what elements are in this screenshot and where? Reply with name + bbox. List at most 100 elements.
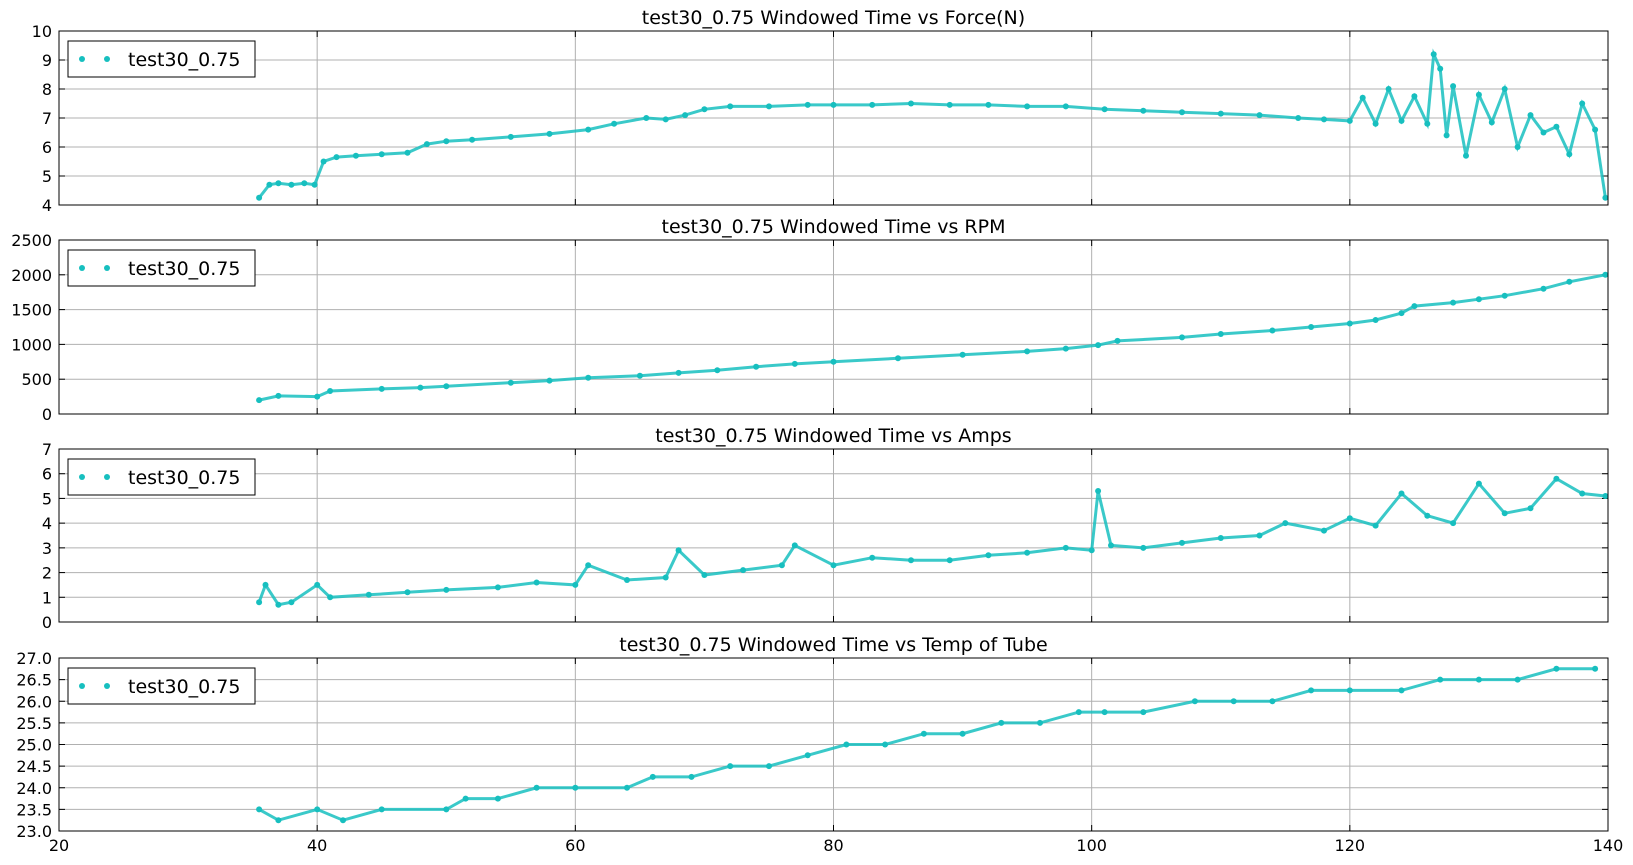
- data-point: [1566, 151, 1573, 158]
- data-point: [1411, 303, 1418, 310]
- data-point: [1475, 296, 1482, 303]
- data-point: [1592, 665, 1599, 672]
- data-point: [895, 355, 901, 362]
- data-point: [1308, 324, 1315, 330]
- data-point: [469, 136, 476, 143]
- data-point: [1295, 115, 1302, 121]
- data-point: [830, 101, 837, 108]
- x-tick-label: 80: [823, 836, 843, 855]
- data-point: [1095, 488, 1102, 494]
- data-point: [1553, 475, 1560, 482]
- y-tick-label: 500: [21, 370, 52, 389]
- y-tick-label: 25.0: [16, 736, 52, 755]
- legend-marker: [79, 474, 85, 480]
- data-point: [1501, 86, 1508, 92]
- x-tick-label: 120: [1335, 836, 1366, 855]
- data-point: [1527, 112, 1534, 119]
- data-point: [533, 784, 540, 791]
- data-point: [266, 181, 273, 188]
- y-tick-label: 5: [42, 489, 52, 508]
- legend-box: [67, 667, 256, 705]
- data-point: [1088, 547, 1095, 554]
- data-point: [546, 377, 553, 384]
- data-point: [1566, 278, 1573, 285]
- data-point: [1346, 320, 1353, 327]
- axes-frame: [58, 30, 1609, 206]
- data-point: [314, 806, 321, 813]
- data-point: [920, 730, 927, 737]
- legend: test30_0.75: [67, 40, 256, 78]
- data-point: [1024, 348, 1031, 355]
- data-point: [998, 719, 1005, 726]
- data-point: [1269, 327, 1276, 334]
- data-point: [1553, 123, 1560, 130]
- data-point: [1443, 132, 1450, 139]
- data-point: [585, 562, 592, 569]
- y-tick-label: 25.5: [16, 714, 52, 733]
- chart-title: test30_0.75 Windowed Time vs Temp of Tub…: [619, 634, 1047, 656]
- legend-box: [67, 458, 256, 496]
- data-point: [417, 384, 424, 391]
- y-tick-label: 24.5: [16, 757, 52, 776]
- data-point: [1463, 152, 1469, 159]
- data-point: [1346, 117, 1353, 124]
- data-point: [1179, 334, 1185, 341]
- y-tick-label: 6: [42, 465, 52, 484]
- subplot-2: test30_0.75 Windowed Time vs RPM 0 500 1000…: [11, 216, 1609, 424]
- data-point: [1346, 687, 1353, 694]
- data-point: [688, 773, 695, 780]
- data-point: [301, 180, 308, 187]
- data-point: [378, 385, 385, 392]
- data-point: [404, 589, 411, 596]
- data-point: [327, 594, 334, 601]
- data-point: [1430, 51, 1437, 58]
- data-point: [869, 101, 876, 108]
- data-point: [1140, 107, 1147, 114]
- data-point: [311, 181, 318, 188]
- data-point: [1398, 490, 1405, 497]
- data-point: [1217, 535, 1224, 541]
- subplot-4: test30_0.75 Windowed Time vs Temp of Tub…: [16, 634, 1623, 855]
- legend: test30_0.75: [67, 458, 256, 496]
- y-tick-label: 10: [32, 22, 52, 41]
- data-point: [1450, 299, 1457, 306]
- data-point: [908, 557, 914, 564]
- data-point: [333, 154, 340, 161]
- data-point: [643, 115, 650, 121]
- data-point: [766, 763, 772, 770]
- data-point: [256, 599, 263, 606]
- series-trace: [258, 273, 1606, 402]
- data-point: [572, 581, 579, 588]
- data-point: [507, 379, 514, 386]
- data-point: [1475, 676, 1482, 683]
- data-point: [675, 369, 682, 376]
- data-point: [1514, 676, 1521, 683]
- data-point: [404, 149, 411, 156]
- data-point: [1191, 698, 1198, 705]
- data-point: [1475, 91, 1482, 98]
- series-trace: [257, 48, 1607, 199]
- data-point: [340, 817, 346, 824]
- data-point: [256, 194, 263, 201]
- data-point: [1114, 337, 1121, 344]
- x-tick-label: 100: [1076, 836, 1107, 855]
- y-tick-label: 26.5: [16, 671, 52, 690]
- data-point: [624, 784, 630, 791]
- data-point: [378, 151, 385, 158]
- data-point: [494, 795, 501, 802]
- data-point: [1359, 94, 1366, 101]
- data-point: [1308, 687, 1315, 694]
- x-tick-label: 60: [565, 836, 585, 855]
- legend-marker: [79, 683, 85, 689]
- data-point: [869, 554, 876, 561]
- data-point: [624, 577, 630, 583]
- data-point: [985, 552, 992, 559]
- data-point: [727, 103, 734, 110]
- data-point: [740, 567, 747, 574]
- data-point: [766, 103, 772, 110]
- data-point: [1372, 522, 1379, 529]
- data-point: [1321, 527, 1327, 534]
- y-tick-label: 24.0: [16, 779, 52, 798]
- y-tick-label: 2: [42, 564, 52, 583]
- data-point: [701, 572, 708, 578]
